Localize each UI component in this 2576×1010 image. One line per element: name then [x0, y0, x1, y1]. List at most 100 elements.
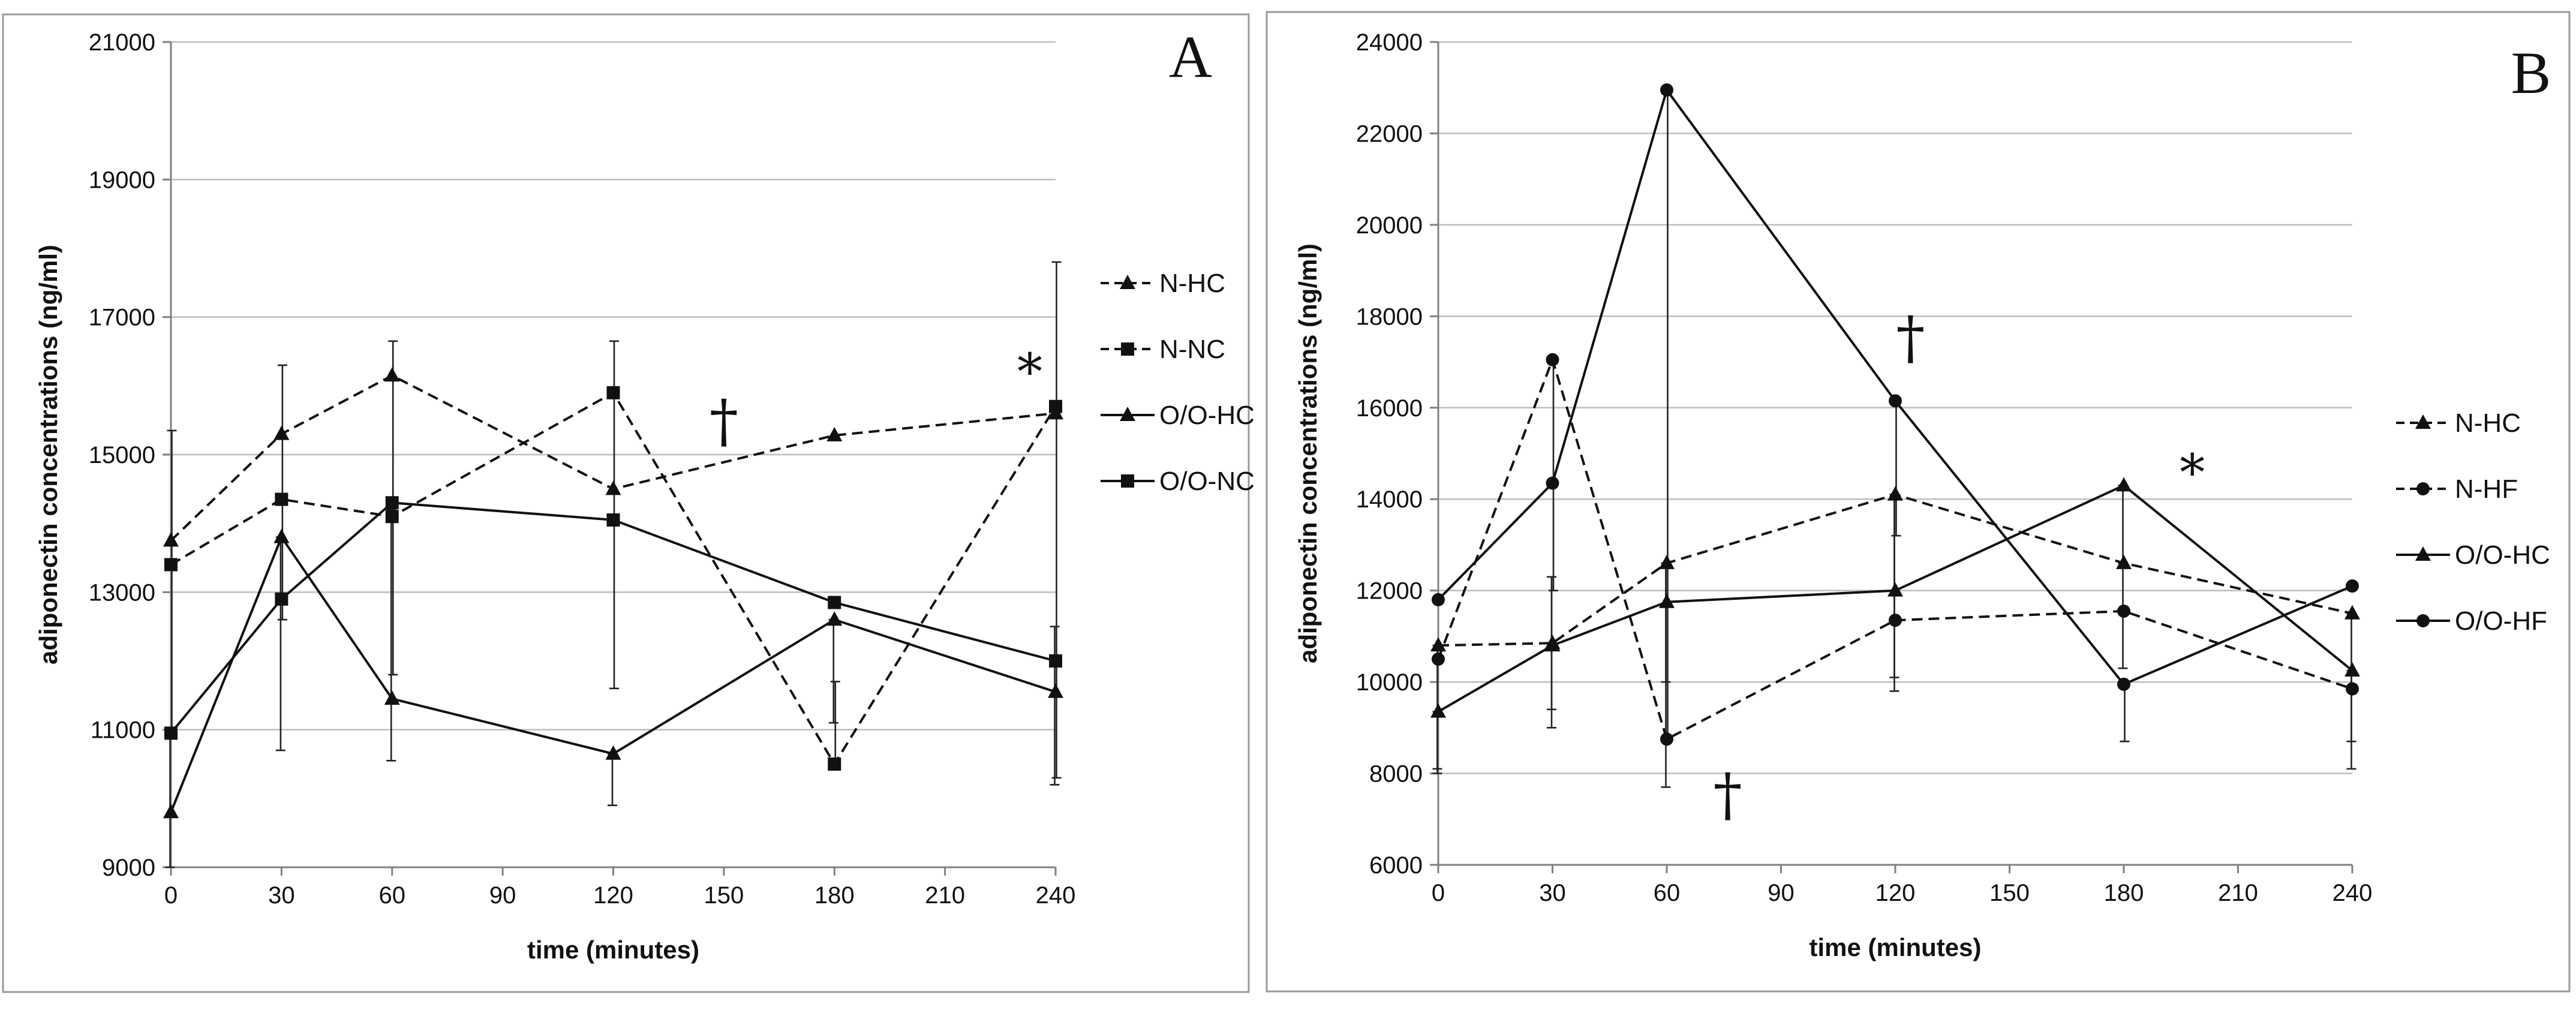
- data-point: [1889, 394, 1902, 408]
- error-bar: [386, 509, 396, 762]
- x-tick-label: 90: [1768, 880, 1795, 906]
- legend-marker: [2416, 482, 2430, 495]
- x-tick-label: 180: [814, 882, 855, 909]
- x-tick-label: 240: [2332, 880, 2373, 906]
- y-tick-label: 17000: [89, 305, 155, 331]
- panel-label: B: [2511, 40, 2551, 106]
- x-tick-label: 120: [593, 882, 633, 909]
- data-point: [164, 726, 178, 740]
- y-tick-label: 8000: [1369, 761, 1423, 787]
- series-line: [170, 536, 1056, 813]
- y-tick-label: 24000: [1356, 29, 1423, 56]
- panel-label: A: [1169, 23, 1212, 90]
- data-point: [273, 425, 290, 440]
- error-bar: [1050, 626, 1060, 786]
- legend-label: O/O-HC: [2455, 540, 2550, 570]
- panel-b: 6000 8000 10000 12000 14000 16000 18000 20000 22…: [1294, 29, 2551, 961]
- x-axis-title: time (minutes): [527, 936, 699, 964]
- legend-label: N-HF: [2455, 474, 2518, 504]
- series-line: [170, 374, 1056, 542]
- data-point: [826, 611, 843, 626]
- data-point: [2344, 662, 2360, 677]
- data-point: [1048, 683, 1063, 698]
- legend-marker: [1121, 342, 1134, 356]
- data-point: [606, 513, 620, 527]
- legend-item: O/O-HC: [2396, 540, 2550, 570]
- series-line: [1437, 89, 2353, 686]
- data-point: [1660, 83, 1673, 97]
- data-point: [1432, 593, 1445, 606]
- series-line: [1437, 358, 2353, 741]
- legend-label: O/O-NC: [1159, 467, 1255, 496]
- data-point: [163, 804, 179, 819]
- legend-marker: [2416, 614, 2430, 627]
- series-o-o-hc: [163, 528, 1063, 819]
- y-tick-label: 10000: [1356, 669, 1423, 696]
- x-tick-label: 90: [489, 882, 516, 909]
- data-point: [828, 596, 841, 609]
- series-o-o-nc: [164, 496, 1062, 740]
- y-tick-label: 12000: [1356, 578, 1423, 605]
- significance-dagger: †: [710, 387, 738, 455]
- x-tick-label: 0: [164, 882, 178, 909]
- y-axis-title: adiponectin concentrations (ng/ml): [1294, 244, 1322, 663]
- data-point: [828, 758, 841, 771]
- legend-label: O/O-HF: [2455, 606, 2547, 636]
- legend-item: O/O-HF: [2396, 606, 2547, 636]
- panel-a-border: [2, 13, 1250, 993]
- panel-b-border: [1266, 11, 2571, 993]
- data-point: [2116, 554, 2132, 569]
- data-point: [1546, 353, 1559, 366]
- data-point: [163, 532, 179, 547]
- data-point: [1546, 476, 1559, 490]
- data-point: [1049, 399, 1062, 413]
- data-point: [385, 510, 399, 524]
- y-tick-label: 11000: [91, 717, 155, 744]
- data-point: [1049, 654, 1062, 668]
- x-tick-label: 180: [2104, 880, 2144, 906]
- legend-item: N-HC: [2396, 408, 2521, 438]
- legend-item: N-HF: [2396, 474, 2518, 504]
- y-tick-label: 6000: [1369, 852, 1423, 879]
- legend-item: O/O-HC: [1101, 401, 1255, 430]
- x-tick-label: 30: [1539, 880, 1566, 906]
- legend-label: N-NC: [1159, 335, 1225, 364]
- data-point: [1430, 703, 1446, 718]
- series-line: [1437, 484, 2353, 713]
- significance-dagger: †: [1714, 761, 1742, 828]
- legend-label: O/O-HC: [1159, 401, 1255, 430]
- series-n-hc: [163, 367, 1063, 547]
- data-point: [2117, 677, 2130, 691]
- legend-item: N-NC: [1101, 335, 1225, 364]
- data-point: [275, 492, 288, 506]
- legend-label: N-HC: [2455, 408, 2521, 438]
- y-axis-title: adiponectin concentrations (ng/ml): [34, 245, 62, 665]
- error-bar: [277, 364, 287, 621]
- legend-marker: [2415, 414, 2431, 429]
- series-line: [170, 501, 1056, 734]
- data-point: [1544, 637, 1561, 652]
- significance-asterisk: *: [1017, 342, 1042, 401]
- data-point: [2346, 682, 2359, 696]
- data-point: [2117, 604, 2130, 618]
- y-tick-label: 15000: [89, 442, 155, 468]
- series-o-o-hf: [1432, 83, 2359, 691]
- data-point: [1659, 554, 1675, 569]
- y-tick-label: 14000: [1356, 486, 1423, 513]
- y-tick-label: 9000: [102, 855, 155, 881]
- data-point: [1659, 593, 1675, 608]
- y-tick-label: 20000: [1356, 212, 1423, 239]
- x-tick-label: 150: [1989, 880, 2030, 906]
- data-point: [2344, 605, 2360, 620]
- data-point: [1660, 732, 1673, 746]
- legend-marker: [2415, 546, 2431, 561]
- y-tick-label: 18000: [1356, 303, 1423, 330]
- data-point: [826, 426, 843, 441]
- series-o-o-hc: [1430, 477, 2360, 718]
- data-point: [2116, 477, 2132, 492]
- data-point: [275, 592, 288, 606]
- series-line: [170, 391, 1057, 765]
- significance-asterisk: *: [2180, 443, 2205, 502]
